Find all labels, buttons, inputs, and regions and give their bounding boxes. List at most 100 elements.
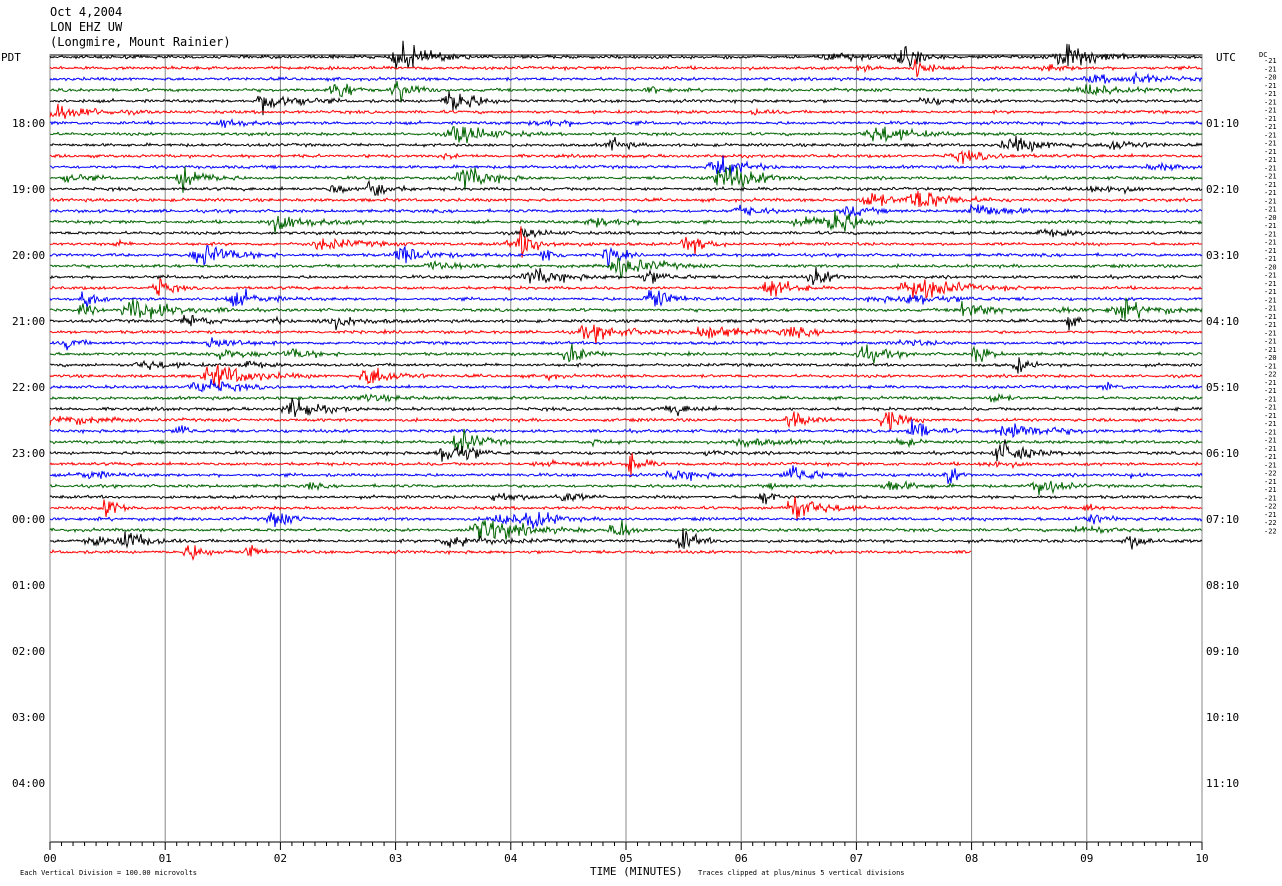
dc-offset-value: -21 — [1264, 65, 1277, 73]
utc-time-label: 05:10 — [1206, 381, 1239, 394]
dc-offset-value: -21 — [1264, 148, 1277, 156]
seismic-trace — [49, 149, 1203, 165]
dc-offset-value: -21 — [1264, 494, 1277, 502]
dc-offset-value: -21 — [1264, 296, 1277, 304]
seismic-trace — [49, 480, 1203, 496]
seismic-trace — [49, 428, 1203, 454]
seismic-trace — [49, 227, 1203, 239]
seismic-trace — [50, 257, 1203, 279]
dc-offset-value: -21 — [1264, 445, 1277, 453]
utc-label: UTC — [1216, 51, 1236, 64]
seismic-trace — [49, 343, 1203, 364]
dc-offset-value: -21 — [1264, 181, 1277, 189]
x-tick-label: 05 — [619, 852, 632, 865]
x-tick-label: 04 — [504, 852, 518, 865]
seismic-trace — [49, 179, 1203, 196]
seismic-trace — [49, 81, 1203, 103]
dc-offset-value: -22 — [1264, 519, 1277, 527]
x-axis-title: TIME (MINUTES) — [590, 865, 683, 878]
seismic-trace — [49, 324, 1203, 345]
dc-offset-value: -21 — [1264, 313, 1277, 321]
dc-offset-labels: -21-21-20-21-21-21-21-21-21-21-21-21-21-… — [1264, 57, 1277, 535]
x-tick-label: 00 — [43, 852, 56, 865]
seismic-trace — [49, 452, 1203, 478]
dc-offset-value: -20 — [1264, 214, 1277, 222]
dc-offset-value: -21 — [1264, 404, 1277, 412]
seismic-trace — [49, 411, 1203, 432]
dc-offset-value: -20 — [1264, 263, 1277, 271]
dc-offset-value: -21 — [1264, 255, 1277, 263]
utc-time-label: 11:10 — [1206, 777, 1239, 790]
dc-offset-value: -22 — [1264, 371, 1277, 379]
dc-offset-value: -21 — [1264, 156, 1277, 164]
seismic-trace — [49, 419, 1203, 439]
seismic-trace — [49, 527, 1203, 550]
dc-offset-value: -21 — [1264, 173, 1277, 181]
dc-offset-value: -22 — [1264, 503, 1277, 511]
header-station: LON EHZ UW — [50, 20, 123, 34]
seismic-trace — [49, 267, 1203, 286]
dc-offset-value: -21 — [1264, 338, 1277, 346]
dc-label: DC — [1259, 51, 1267, 59]
dc-offset-value: -21 — [1264, 57, 1277, 65]
header-date: Oct 4,2004 — [50, 5, 122, 19]
dc-offset-value: -22 — [1264, 470, 1277, 478]
dc-offset-value: -21 — [1264, 412, 1277, 420]
seismic-trace — [49, 314, 1203, 331]
dc-offset-value: -21 — [1264, 222, 1277, 230]
dc-offset-value: -21 — [1264, 437, 1277, 445]
x-axis-ticks: 00 01 02 03 04 05 06 07 08 09 10 — [43, 842, 1209, 865]
pdt-time-label: 20:00 — [12, 249, 45, 262]
utc-time-label: 03:10 — [1206, 249, 1239, 262]
dc-offset-value: -21 — [1264, 420, 1277, 428]
dc-offset-value: -21 — [1264, 346, 1277, 354]
dc-offset-value: -21 — [1264, 131, 1277, 139]
dc-offset-value: -21 — [1264, 453, 1277, 461]
pdt-time-label: 04:00 — [12, 777, 45, 790]
seismic-trace — [49, 465, 1203, 484]
pdt-time-label: 19:00 — [12, 183, 45, 196]
utc-time-label: 08:10 — [1206, 579, 1239, 592]
pdt-time-label: 03:00 — [12, 711, 45, 724]
dc-offset-value: -20 — [1264, 354, 1277, 362]
clip-note: Traces clipped at plus/minus 5 vertical … — [698, 869, 905, 877]
x-tick-label: 07 — [850, 852, 863, 865]
utc-time-label: 04:10 — [1206, 315, 1239, 328]
x-tick-label: 01 — [159, 852, 172, 865]
seismic-trace — [49, 544, 972, 562]
seismic-trace — [49, 40, 1203, 69]
dc-offset-value: -21 — [1264, 511, 1277, 519]
seismic-trace — [50, 164, 1203, 193]
seismic-trace — [49, 511, 1203, 529]
seismic-trace — [50, 155, 1203, 178]
utc-time-label: 10:10 — [1206, 711, 1239, 724]
minute-gridlines — [49, 55, 1203, 842]
pdt-time-label: 02:00 — [12, 645, 45, 658]
utc-time-labels: 01:10 02:10 03:10 04:10 05:10 06:10 07:10 08:10… — [1206, 117, 1239, 790]
pdt-time-label: 21:00 — [12, 315, 45, 328]
x-tick-label: 08 — [965, 852, 978, 865]
dc-offset-value: -21 — [1264, 115, 1277, 123]
x-tick-label: 02 — [274, 852, 287, 865]
dc-offset-value: -21 — [1264, 329, 1277, 337]
x-tick-label: 10 — [1195, 852, 1208, 865]
utc-time-label: 09:10 — [1206, 645, 1239, 658]
utc-time-label: 01:10 — [1206, 117, 1239, 130]
pdt-time-label: 01:00 — [12, 579, 45, 592]
seismic-trace — [49, 190, 1203, 208]
seismic-trace — [49, 357, 1203, 374]
seismic-trace — [49, 135, 1203, 153]
dc-offset-value: -21 — [1264, 230, 1277, 238]
seismic-trace — [49, 364, 1203, 389]
dc-offset-value: -21 — [1264, 98, 1277, 106]
seismic-trace — [50, 91, 1203, 116]
seismic-trace — [49, 59, 1203, 78]
header-location: (Longmire, Mount Rainier) — [50, 35, 231, 49]
dc-offset-value: -21 — [1264, 321, 1277, 329]
dc-offset-value: -20 — [1264, 74, 1277, 82]
seismic-trace — [49, 244, 1203, 268]
x-tick-label: 03 — [389, 852, 402, 865]
dc-offset-value: -21 — [1264, 82, 1277, 90]
seismic-trace — [49, 277, 1203, 300]
